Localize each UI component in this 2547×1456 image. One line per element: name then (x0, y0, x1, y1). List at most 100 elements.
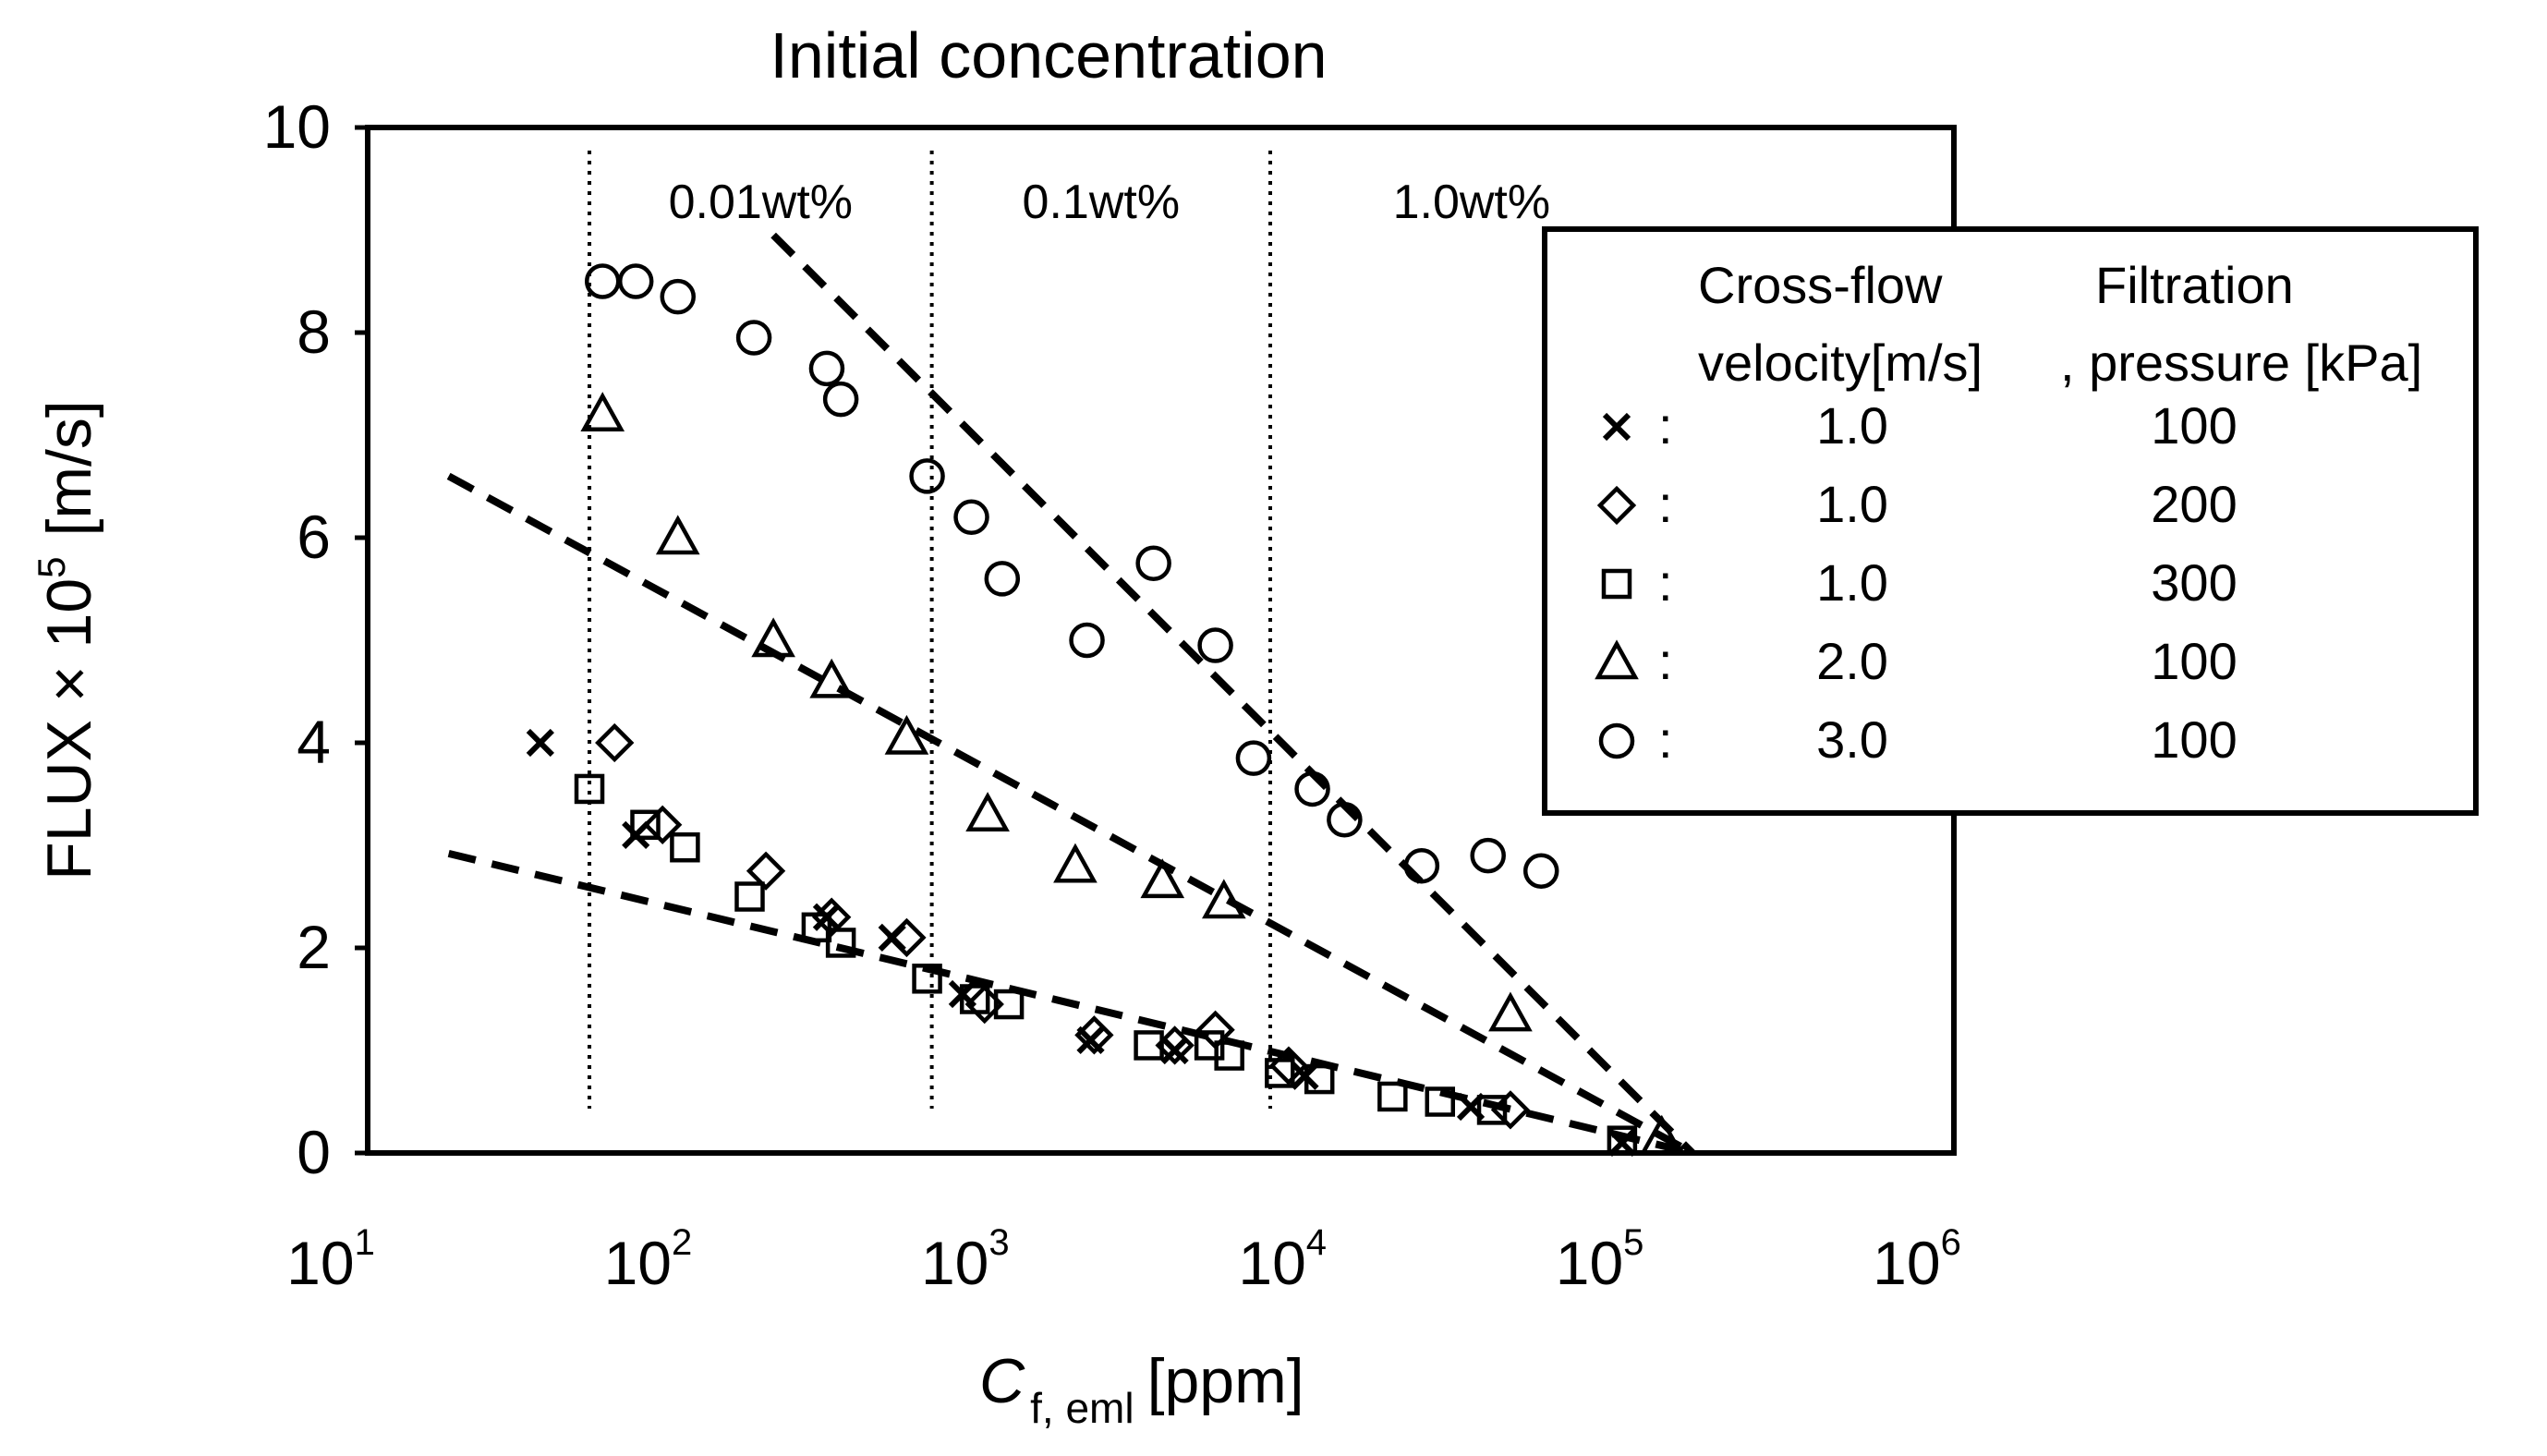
legend-velocity: 1.0 (1816, 553, 1888, 612)
triangle-data-point (884, 714, 929, 755)
y-axis-label-main: FLUX × 10 (34, 578, 104, 880)
legend-box (1542, 226, 2479, 816)
triangle-data-point (965, 792, 1010, 831)
x-tick-label: 106 (1873, 1222, 1961, 1297)
x-tick-base: 10 (604, 1229, 672, 1297)
legend-separator: : (1658, 396, 1673, 455)
circle-data-point (660, 278, 697, 315)
circle-data-point (1197, 627, 1233, 663)
legend-velocity: 3.0 (1816, 710, 1888, 769)
legend-velocity: 1.0 (1816, 396, 1888, 455)
legend-pressure: 100 (2151, 632, 2237, 690)
fit-lines (446, 232, 1695, 1157)
x-tick-base: 10 (1238, 1229, 1305, 1297)
circle-data-point (1294, 770, 1330, 807)
y-axis-ticks: 0 2 4 6 8 10 (263, 92, 368, 1186)
x-tick-exp: 2 (672, 1222, 692, 1263)
y-tick-label: 6 (297, 503, 331, 571)
square-data-point (1134, 1030, 1164, 1061)
y-axis-label-exp: 5 (30, 557, 73, 578)
triangle-data-point (1488, 991, 1533, 1032)
legend-pressure: 200 (2151, 475, 2237, 533)
data-points (526, 263, 1684, 1158)
legend-pressure: 100 (2151, 710, 2237, 769)
circle-data-point (1235, 740, 1272, 776)
legend-separator: : (1658, 710, 1673, 769)
circle-data-point (617, 263, 654, 299)
legend-velocity: 1.0 (1816, 475, 1888, 533)
circle-data-point (1470, 837, 1506, 874)
diamond-data-point (746, 851, 786, 891)
diamond-data-point (812, 897, 852, 937)
region-label: 1.0wt% (1393, 176, 1551, 229)
legend-circle-icon (1598, 722, 1635, 759)
x-tick-exp: 5 (1623, 1222, 1643, 1263)
diamond-data-point (642, 805, 683, 844)
legend-header-cross-flow: Cross-flow (1698, 256, 1943, 314)
x-tick-label: 101 (286, 1222, 375, 1297)
square-data-point (1425, 1086, 1456, 1117)
legend-separator: : (1658, 553, 1673, 612)
x-tick-exp: 1 (355, 1222, 375, 1263)
circle-data-point (984, 561, 1021, 597)
square-data-point (959, 984, 990, 1014)
circle-data-point (1069, 622, 1105, 659)
legend-header-filtration: Filtration (2095, 256, 2294, 314)
square-data-point (801, 912, 832, 943)
diamond-data-point (595, 722, 635, 763)
square-data-point (1194, 1030, 1225, 1061)
circle-data-point (1327, 802, 1363, 838)
square-data-point (734, 881, 765, 912)
fit-line (447, 849, 1694, 1157)
diamond-data-point (1074, 1015, 1114, 1055)
y-tick-label: 4 (297, 708, 331, 776)
fit-line (446, 472, 1694, 1157)
x-tick-label: 104 (1238, 1222, 1327, 1297)
circle-data-point (808, 350, 845, 387)
triangle-data-point (809, 658, 855, 698)
square-data-point (1304, 1063, 1335, 1095)
cross-data-point (812, 903, 842, 931)
y-axis-label-unit: [m/s] (34, 400, 104, 536)
square-data-point (993, 989, 1025, 1020)
legend-entries: : 1.0 100: 1.0 200: 1.0 300: 2.0 100: 3.0 100 (1595, 396, 2238, 769)
x-tick-exp: 3 (988, 1222, 1009, 1263)
triangle-data-point (655, 515, 700, 555)
y-tick-label: 10 (263, 92, 331, 161)
y-tick-label: 2 (297, 913, 331, 981)
legend-header-pressure: , pressure [kPa] (2060, 334, 2422, 392)
x-tick-label: 105 (1556, 1222, 1644, 1297)
triangle-data-point (751, 617, 795, 658)
triangle-data-point (1202, 879, 1246, 919)
square-data-point (630, 809, 661, 841)
x-tick-base: 10 (1873, 1229, 1940, 1297)
circle-data-point (953, 499, 989, 536)
fit-line (770, 232, 1695, 1156)
svg-text:Cf, eml[ppm]: Cf, eml [ppm] (979, 1346, 1304, 1432)
circle-data-point (584, 263, 621, 299)
y-tick-label: 0 (297, 1118, 331, 1186)
legend: Cross-flow velocity[m/s] Filtration , pr… (1542, 226, 2479, 816)
legend-pressure: 300 (2151, 553, 2237, 612)
legend-separator: : (1658, 632, 1673, 690)
diamond-data-point (1490, 1090, 1531, 1130)
square-data-point (825, 928, 856, 958)
square-data-point (1265, 1058, 1295, 1088)
circle-data-point (1135, 545, 1171, 581)
triangle-data-point (580, 392, 625, 432)
triangle-data-point (1053, 843, 1098, 883)
x-tick-base: 10 (921, 1229, 988, 1297)
square-data-point (912, 964, 942, 994)
svg-text:FLUX × 105[m/s]: FLUX × 105 [m/s] (30, 400, 104, 880)
region-label: 0.1wt% (1023, 176, 1181, 229)
cross-data-point (622, 820, 650, 850)
square-data-point (574, 773, 605, 805)
legend-pressure: 100 (2151, 396, 2237, 455)
region-label: 0.01wt% (669, 176, 853, 229)
legend-cross-icon (1602, 412, 1631, 442)
circle-data-point (822, 381, 859, 418)
square-data-point (1214, 1040, 1244, 1071)
y-axis-label: FLUX × 105 [m/s] (30, 400, 104, 880)
